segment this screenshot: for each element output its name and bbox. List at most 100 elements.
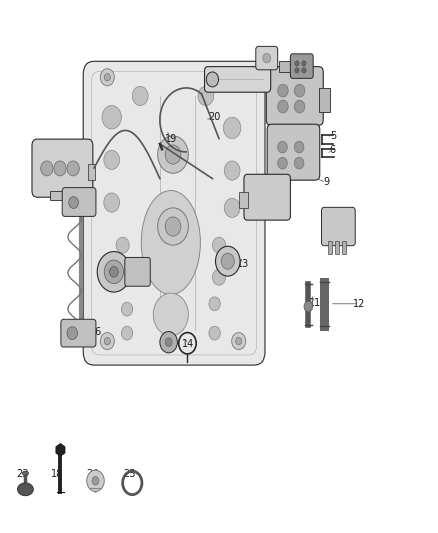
Circle shape: [212, 237, 226, 253]
Circle shape: [294, 84, 305, 97]
Circle shape: [87, 470, 104, 491]
Circle shape: [67, 327, 78, 340]
Circle shape: [224, 161, 240, 180]
Ellipse shape: [22, 471, 28, 475]
Circle shape: [263, 53, 271, 63]
Bar: [239, 192, 248, 208]
Circle shape: [104, 150, 120, 169]
FancyBboxPatch shape: [62, 188, 96, 216]
Circle shape: [302, 61, 306, 66]
Text: 12: 12: [353, 299, 365, 309]
FancyBboxPatch shape: [244, 174, 290, 220]
Ellipse shape: [141, 191, 200, 294]
Circle shape: [67, 161, 79, 176]
Bar: [328, 241, 332, 254]
Circle shape: [294, 157, 304, 169]
Text: 21: 21: [66, 183, 78, 192]
Ellipse shape: [18, 483, 33, 496]
Circle shape: [212, 269, 226, 285]
FancyBboxPatch shape: [256, 46, 278, 70]
Circle shape: [121, 326, 133, 340]
Text: 20: 20: [208, 112, 221, 122]
Circle shape: [121, 302, 133, 316]
Circle shape: [132, 86, 148, 106]
Polygon shape: [56, 443, 65, 456]
FancyBboxPatch shape: [290, 54, 313, 78]
FancyBboxPatch shape: [321, 207, 355, 246]
Circle shape: [104, 337, 110, 345]
Circle shape: [209, 326, 220, 340]
FancyBboxPatch shape: [32, 139, 93, 197]
Text: 9: 9: [323, 177, 329, 187]
Circle shape: [104, 74, 110, 81]
Text: 5: 5: [330, 131, 336, 141]
Circle shape: [304, 301, 313, 312]
Circle shape: [302, 68, 306, 73]
Circle shape: [165, 338, 172, 346]
Circle shape: [41, 161, 53, 176]
Circle shape: [206, 72, 219, 87]
Text: 13: 13: [237, 259, 249, 269]
Circle shape: [116, 269, 129, 285]
Circle shape: [100, 69, 114, 86]
FancyBboxPatch shape: [267, 124, 320, 180]
Circle shape: [232, 69, 246, 86]
Bar: [88, 164, 95, 180]
Text: 24: 24: [86, 470, 98, 479]
Circle shape: [104, 193, 120, 212]
Circle shape: [69, 197, 78, 208]
FancyBboxPatch shape: [61, 319, 96, 347]
Circle shape: [236, 337, 242, 345]
Circle shape: [209, 297, 220, 311]
Text: 11: 11: [309, 298, 321, 308]
Circle shape: [102, 106, 121, 129]
Text: 15: 15: [114, 265, 127, 275]
Text: 3: 3: [317, 71, 323, 80]
Circle shape: [110, 266, 118, 277]
Bar: [279, 61, 301, 72]
Ellipse shape: [153, 293, 188, 336]
Text: 6: 6: [330, 146, 336, 155]
Text: 25: 25: [123, 470, 135, 479]
Circle shape: [295, 68, 299, 73]
Circle shape: [198, 86, 214, 106]
Circle shape: [236, 74, 242, 81]
Bar: [342, 241, 346, 254]
Circle shape: [160, 332, 177, 353]
Text: 23: 23: [17, 470, 29, 479]
FancyBboxPatch shape: [205, 67, 271, 92]
FancyBboxPatch shape: [83, 61, 265, 365]
Circle shape: [232, 333, 246, 350]
Circle shape: [158, 136, 188, 173]
Circle shape: [92, 477, 99, 485]
Bar: [335, 241, 339, 254]
Text: 16: 16: [90, 327, 102, 337]
Circle shape: [104, 260, 124, 284]
Circle shape: [294, 141, 304, 153]
FancyBboxPatch shape: [125, 257, 150, 286]
Circle shape: [215, 246, 240, 276]
Text: 8: 8: [260, 184, 266, 194]
Circle shape: [165, 217, 181, 236]
Text: 2: 2: [212, 72, 218, 82]
Circle shape: [116, 237, 129, 253]
FancyBboxPatch shape: [266, 67, 323, 125]
Text: 1: 1: [268, 54, 275, 63]
Circle shape: [278, 141, 287, 153]
Text: 14: 14: [182, 339, 194, 349]
Bar: [50, 191, 68, 200]
Circle shape: [100, 333, 114, 350]
Circle shape: [221, 253, 234, 269]
Circle shape: [278, 100, 288, 113]
Circle shape: [165, 145, 181, 164]
Circle shape: [278, 84, 288, 97]
Circle shape: [278, 157, 287, 169]
Circle shape: [158, 208, 188, 245]
Circle shape: [97, 252, 131, 292]
Text: 4: 4: [308, 102, 314, 111]
Text: 10: 10: [344, 215, 357, 224]
Bar: [319, 88, 330, 112]
Circle shape: [54, 161, 66, 176]
Text: 19: 19: [165, 134, 177, 143]
Circle shape: [223, 117, 241, 139]
